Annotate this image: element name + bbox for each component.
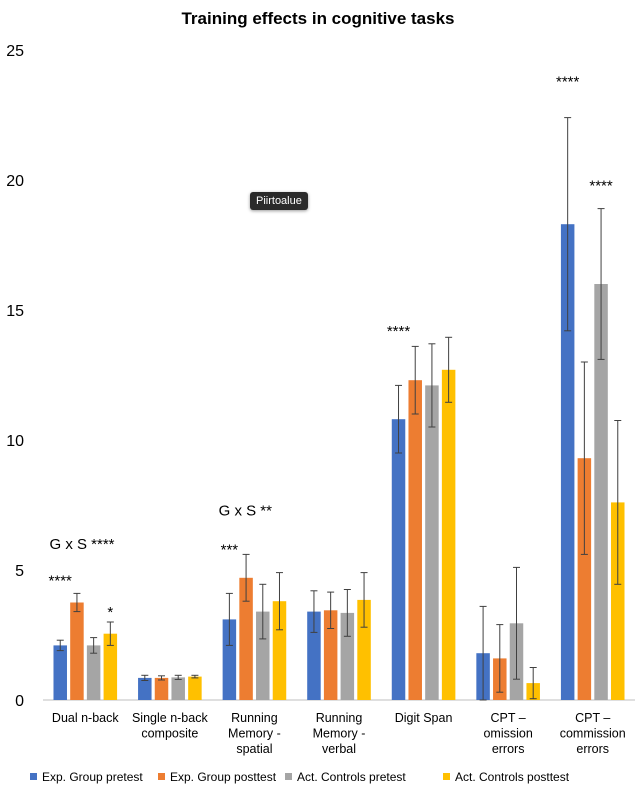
y-tick-label: 25: [6, 43, 24, 60]
significance-annotation: ****: [49, 573, 73, 590]
bar: [256, 611, 270, 700]
bar: [272, 601, 287, 700]
legend-swatch: [30, 773, 37, 780]
y-tick-label: 0: [15, 693, 24, 710]
significance-annotation: *: [107, 604, 113, 621]
legend-entry: Exp. Group pretest: [42, 770, 143, 784]
bar: [86, 645, 101, 700]
bar: [138, 677, 152, 700]
error-bars-group: [56, 117, 622, 701]
bar: [70, 602, 84, 700]
category-label: CPT – commission errors: [560, 711, 626, 756]
chart-title: Training effects in cognitive tasks: [181, 9, 454, 28]
bar: [391, 419, 406, 700]
legend-entry: Act. Controls pretest: [297, 770, 406, 784]
bar: [307, 611, 321, 700]
significance-annotation: ***: [221, 541, 239, 558]
bar: [441, 369, 456, 700]
y-tick-label: 20: [6, 173, 24, 190]
bars-group: [53, 224, 625, 700]
bar: [408, 380, 422, 700]
bar: [340, 612, 355, 700]
legend: Exp. Group pretest Exp. Group posttest Act…: [30, 770, 570, 784]
bar: [171, 677, 185, 700]
bar: [323, 610, 338, 700]
category-label: Digit Span: [395, 711, 453, 725]
bar: [425, 385, 439, 700]
legend-entry: Act. Controls posttest: [455, 770, 570, 784]
category-label: Single n-back composite: [132, 711, 208, 741]
bar: [594, 284, 608, 700]
legend-swatch: [443, 773, 450, 780]
significance-annotation: ****: [387, 323, 411, 340]
bar: [577, 458, 592, 700]
bar: [239, 577, 253, 700]
significance-annotation: G x S **: [219, 502, 273, 519]
legend-swatch: [158, 773, 165, 780]
bar: [222, 619, 237, 700]
y-tick-label: 10: [6, 433, 24, 450]
category-label: Running Memory -spatial: [228, 711, 281, 756]
category-labels: Dual n-back Single n-back composite Running…: [52, 711, 626, 756]
significance-annotation: ****: [556, 73, 580, 90]
bar: [357, 599, 371, 700]
significance-annotation: ****: [589, 177, 613, 194]
legend-swatch: [285, 773, 292, 780]
significance-annotation: G x S ****: [49, 536, 114, 553]
legend-entry: Exp. Group posttest: [170, 770, 277, 784]
y-tick-label: 5: [15, 563, 24, 580]
bar: [103, 633, 118, 700]
category-label: Dual n-back: [52, 711, 119, 725]
y-tick-label: 15: [6, 303, 24, 320]
y-axis-ticks: 0 5 10 15 20 25: [6, 43, 24, 710]
bar: [154, 677, 169, 700]
bar: [188, 676, 202, 700]
bar: [560, 224, 575, 700]
bar: [611, 502, 625, 700]
bar: [53, 645, 67, 700]
annotations: G x S *********G x S *****************: [49, 73, 613, 620]
plot-area-tooltip: Piirtoalue: [250, 192, 308, 210]
category-label: CPT – omission errors: [483, 711, 532, 756]
category-label: Running Memory -verbal: [313, 711, 366, 756]
